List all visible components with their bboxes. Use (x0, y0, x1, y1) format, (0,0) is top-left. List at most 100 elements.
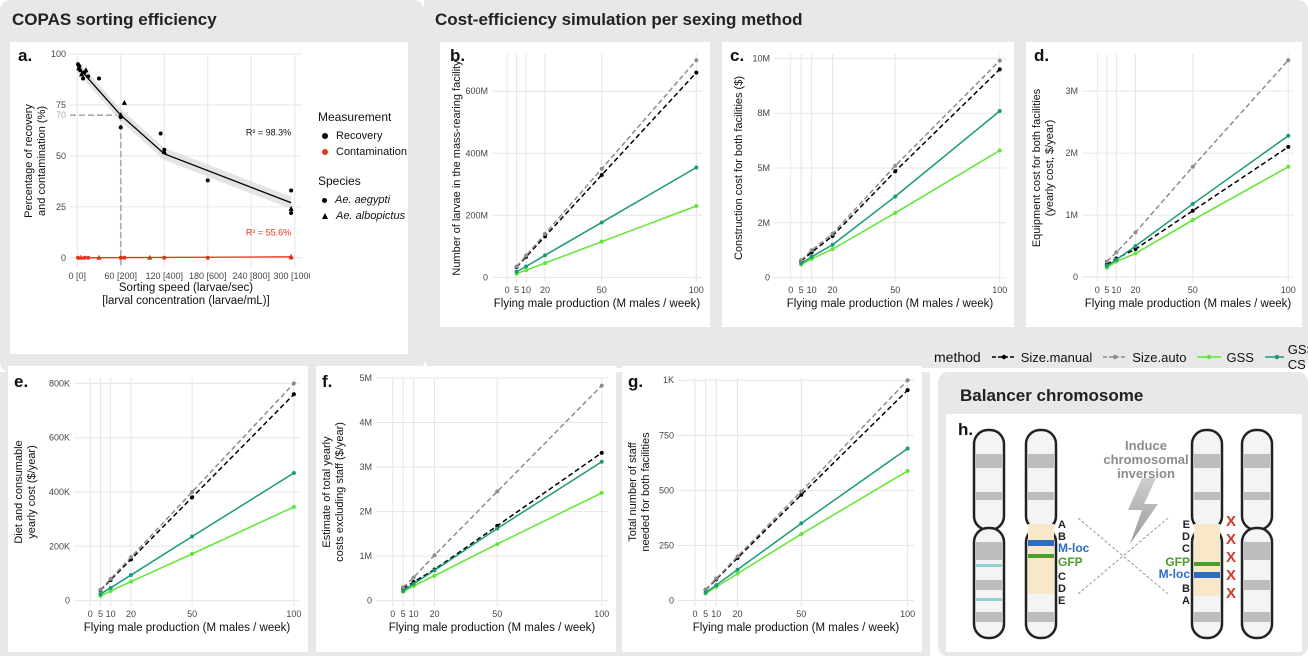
data-point (190, 495, 195, 500)
data-point (291, 381, 296, 386)
data-point (905, 378, 910, 383)
x-tick-label: 10 (711, 609, 721, 619)
x-tick-label: 5 (1104, 285, 1109, 295)
data-point (289, 255, 294, 260)
card-f (316, 366, 616, 652)
recovery-dot-icon (322, 133, 328, 139)
x-tick-label: 20 (540, 285, 550, 295)
left-label-mloc: M-loc (1058, 541, 1090, 555)
data-point (599, 490, 604, 495)
left-label-a: A (1058, 519, 1066, 531)
data-point (98, 592, 103, 597)
data-point (97, 76, 101, 81)
data-point (799, 531, 804, 536)
left-label-d: D (1058, 583, 1066, 595)
data-point (1133, 230, 1138, 235)
cost-title: Cost-efficiency simulation per sexing me… (435, 10, 803, 29)
panel-letter-f: f. (322, 372, 333, 391)
right-label-d: D (1182, 531, 1190, 543)
data-point (432, 553, 437, 558)
y-tick-label: 500 (659, 485, 674, 495)
data-point (118, 115, 123, 120)
data-point (599, 220, 604, 225)
panel-letter-g: g. (628, 372, 644, 391)
x-axis-label: Sorting speed (larvae/sec) (119, 282, 253, 294)
data-point (1114, 257, 1119, 262)
left-label-c: C (1058, 571, 1066, 583)
y-tick-label: 70 (56, 110, 66, 120)
y-tick-label: 200M (465, 210, 488, 220)
data-point (129, 555, 134, 560)
legend-label-size-manual: Size.manual (1020, 349, 1093, 365)
data-point (81, 76, 86, 81)
data-point (1190, 164, 1195, 169)
data-point (599, 450, 604, 455)
data-point (799, 489, 804, 494)
green-line-icon (1197, 354, 1222, 360)
data-point (599, 239, 604, 244)
red-x-icon: X (1226, 567, 1236, 584)
legend-label-aegypti: Ae. aegypti (335, 194, 391, 206)
y-tick-label: 50 (56, 151, 66, 161)
data-point (77, 64, 82, 69)
y-tick-label: 0 (367, 596, 372, 606)
panel-letter-b: b. (450, 46, 466, 65)
fit-line-recovery (76, 65, 292, 204)
induce-label-1: Induce (1125, 438, 1167, 453)
data-point (291, 471, 296, 475)
series-line-gss (705, 470, 909, 595)
data-point-triangle (161, 148, 167, 154)
x-tick-label: 0 [0] (68, 271, 86, 281)
data-point (514, 269, 519, 274)
data-point (1104, 259, 1109, 264)
data-point (291, 504, 296, 509)
y-tick-label: 1K (663, 375, 674, 385)
y-tick-label: 1M (359, 551, 372, 561)
data-point (997, 58, 1002, 63)
data-point-triangle (78, 254, 84, 260)
right-label-c: C (1182, 543, 1190, 555)
x-tick-label: 50 (492, 609, 502, 619)
data-point (1133, 244, 1138, 249)
legend-label-contamination: Contamination (336, 146, 407, 158)
data-point (401, 585, 406, 590)
y-axis-label: Diet and consumable (13, 440, 25, 543)
r2-contamination-label: R² = 55.6% (246, 227, 291, 237)
left-label-gfp: GFP (1058, 555, 1083, 569)
fit-line-contamination (77, 256, 292, 259)
x-tick-label: 0 (788, 285, 793, 295)
dashed-grey-line-icon (1103, 354, 1128, 360)
y-tick-label: 0 (669, 595, 674, 605)
x-tick-label: 0 (390, 609, 395, 619)
data-point (599, 166, 604, 171)
x-tick-label: 20 (733, 609, 743, 619)
data-point (514, 264, 519, 269)
data-point (1190, 208, 1195, 213)
data-point (1104, 263, 1109, 268)
card-a (10, 42, 408, 354)
data-point (162, 255, 167, 260)
data-point (905, 446, 910, 451)
y-axis-label: costs excluding staff ($/year) (334, 422, 346, 562)
x-tick-label: 50 (1188, 285, 1198, 295)
x-tick-label: 10 (521, 285, 531, 295)
right-label-mloc: M-loc (1159, 567, 1191, 581)
red-x-icon: X (1226, 513, 1236, 530)
x-tick-label: 50 (890, 285, 900, 295)
x-tick-label: 100 (689, 285, 704, 295)
y-tick-label: 5M (359, 373, 372, 383)
species-legend-title: Species (318, 174, 361, 188)
x-tick-label: 20 (126, 609, 136, 619)
y-tick-label: 0 (65, 596, 70, 606)
y-tick-label: 250 (659, 540, 674, 550)
data-point (1190, 218, 1195, 223)
data-point (190, 534, 195, 539)
x-axis-label: Flying male production (M males / week) (389, 622, 596, 634)
legend-item-size-manual: Size.manual (991, 349, 1093, 365)
y-tick-label: 0 (765, 273, 770, 283)
red-x-icon: X (1226, 585, 1236, 602)
data-point (158, 131, 163, 136)
x-axis-label: Flying male production (M males / week) (1085, 298, 1292, 310)
